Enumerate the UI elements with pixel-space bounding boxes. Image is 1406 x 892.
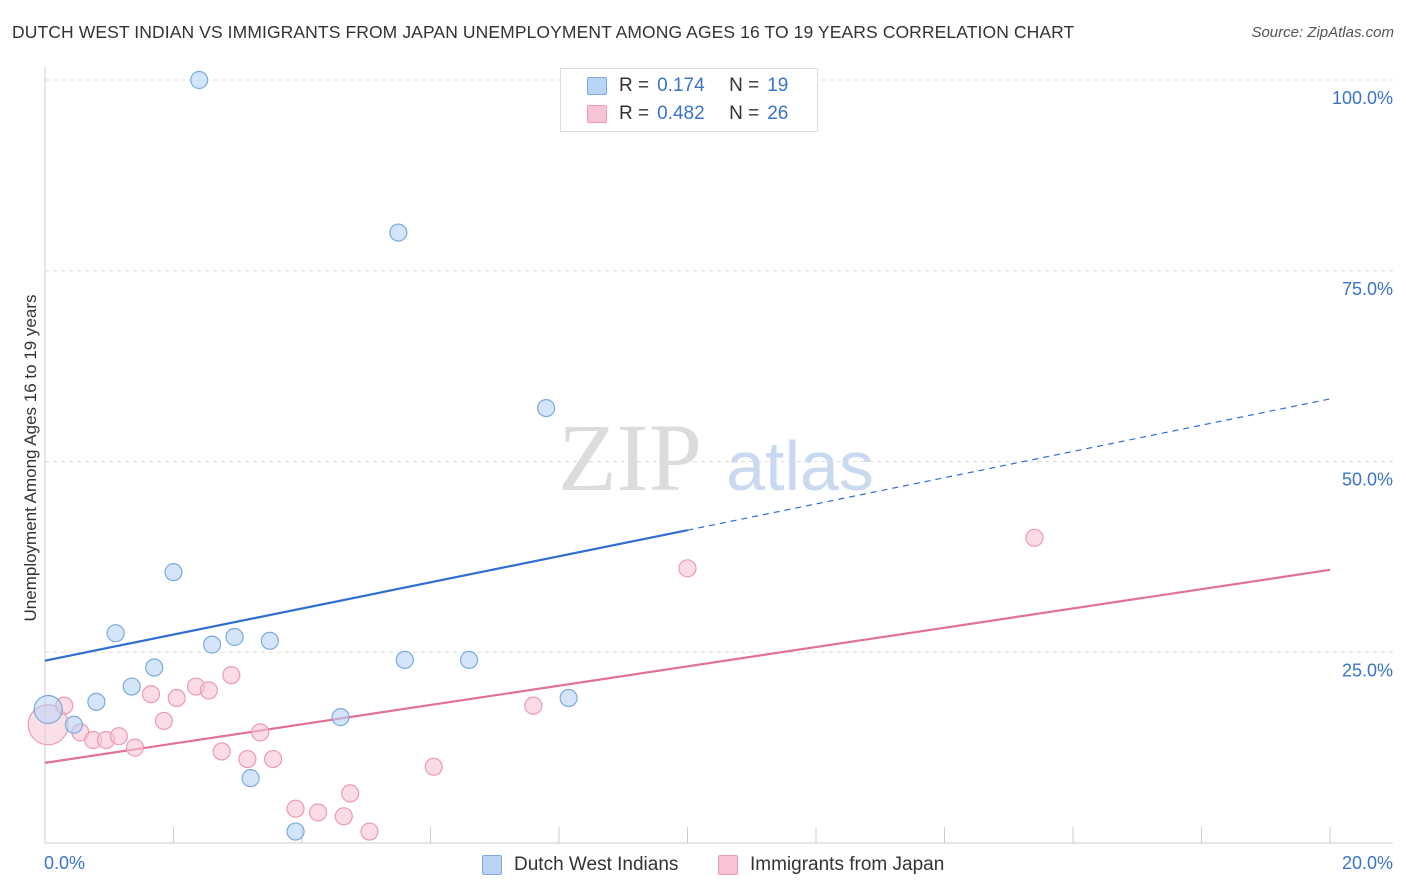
legend-n-value: 19 [767, 75, 789, 96]
watermark: ZIP atlas [558, 404, 874, 511]
legend-n-label: N = [729, 103, 760, 124]
point-immigrants-from-japan [360, 822, 379, 841]
gridlines [45, 79, 1393, 653]
point-dutch-west-indians [33, 694, 63, 725]
point-dutch-west-indians [225, 627, 244, 647]
point-immigrants-from-japan [251, 723, 270, 742]
trend-line-immigrants-from-japan [44, 568, 1331, 764]
legend-r-value: 0.482 [657, 103, 705, 124]
y-tick-label: 100.0% [1332, 88, 1393, 108]
point-immigrants-from-japan [199, 681, 218, 700]
y-tick-label: 50.0% [1342, 470, 1393, 490]
data-points [27, 70, 1044, 841]
point-dutch-west-indians [106, 624, 125, 643]
x-tick-label-min: 0.0% [44, 853, 85, 873]
point-dutch-west-indians [64, 715, 84, 734]
y-axis-label: Unemployment Among Ages 16 to 19 years [21, 295, 40, 622]
legend-item-immigrants-from-japan[interactable]: Immigrants from Japan [718, 851, 944, 879]
legend-n-label: N = [729, 75, 760, 96]
legend-swatch-blue [587, 77, 607, 95]
point-immigrants-from-japan [308, 803, 328, 822]
legend-r-label: R = [619, 75, 650, 96]
legend-r-label: R = [619, 103, 650, 124]
y-tick-label: 25.0% [1342, 660, 1393, 680]
watermark-atlas: atlas [726, 427, 874, 505]
axes [44, 67, 1393, 844]
legend-r-value: 0.174 [657, 75, 705, 96]
series-legend: Dutch West Indians Immigrants from Japan [0, 851, 1406, 879]
point-dutch-west-indians [389, 223, 408, 242]
point-dutch-west-indians [87, 692, 106, 711]
point-immigrants-from-japan [141, 685, 161, 704]
legend-n-value: 26 [767, 103, 789, 124]
point-immigrants-from-japan [154, 711, 173, 731]
point-dutch-west-indians [241, 769, 260, 788]
point-immigrants-from-japan [334, 807, 353, 826]
chart-title: DUTCH WEST INDIAN VS IMMIGRANTS FROM JAP… [12, 22, 1075, 42]
point-immigrants-from-japan [424, 757, 443, 776]
source-label: Source: ZipAtlas.com [1251, 24, 1394, 41]
point-immigrants-from-japan [212, 742, 231, 761]
correlation-legend: R = 0.174 N = 19 R = 0.482 N = 26 [560, 68, 818, 132]
point-dutch-west-indians [122, 677, 141, 696]
legend-label: Dutch West Indians [514, 854, 679, 875]
point-dutch-west-indians [559, 688, 578, 708]
point-immigrants-from-japan [341, 784, 360, 803]
point-dutch-west-indians [202, 635, 222, 654]
y-tick-label: 75.0% [1342, 279, 1393, 299]
point-dutch-west-indians [459, 650, 479, 669]
point-immigrants-from-japan [109, 727, 128, 746]
y-tick-labels: 100.0% 75.0% 50.0% 25.0% [1332, 88, 1393, 680]
point-immigrants-from-japan [238, 749, 257, 769]
point-immigrants-from-japan [1025, 528, 1044, 547]
point-immigrants-from-japan [125, 738, 145, 757]
point-dutch-west-indians [537, 398, 556, 418]
point-dutch-west-indians [286, 822, 305, 841]
point-dutch-west-indians [260, 631, 279, 650]
point-dutch-west-indians [164, 563, 183, 582]
legend-swatch-pink [718, 855, 738, 875]
trend-line-dutch-west-indians [44, 529, 688, 662]
legend-swatch-blue [482, 855, 502, 875]
legend-row-dutch-west-indians: R = 0.174 N = 19 [587, 73, 788, 99]
point-immigrants-from-japan [222, 666, 241, 685]
point-dutch-west-indians [331, 708, 350, 727]
point-dutch-west-indians [190, 70, 209, 90]
point-immigrants-from-japan [167, 688, 186, 708]
watermark-zip: ZIP [558, 404, 702, 511]
point-immigrants-from-japan [286, 799, 305, 818]
point-immigrants-from-japan [524, 696, 543, 715]
legend-label: Immigrants from Japan [750, 854, 945, 875]
point-immigrants-from-japan [263, 749, 283, 769]
legend-item-dutch-west-indians[interactable]: Dutch West Indians [482, 851, 678, 879]
x-tick-label-max: 20.0% [1342, 853, 1393, 873]
point-immigrants-from-japan [678, 559, 697, 578]
point-dutch-west-indians [145, 658, 164, 677]
legend-swatch-pink [587, 105, 607, 123]
legend-row-immigrants-from-japan: R = 0.482 N = 26 [587, 101, 788, 127]
point-dutch-west-indians [395, 650, 414, 669]
